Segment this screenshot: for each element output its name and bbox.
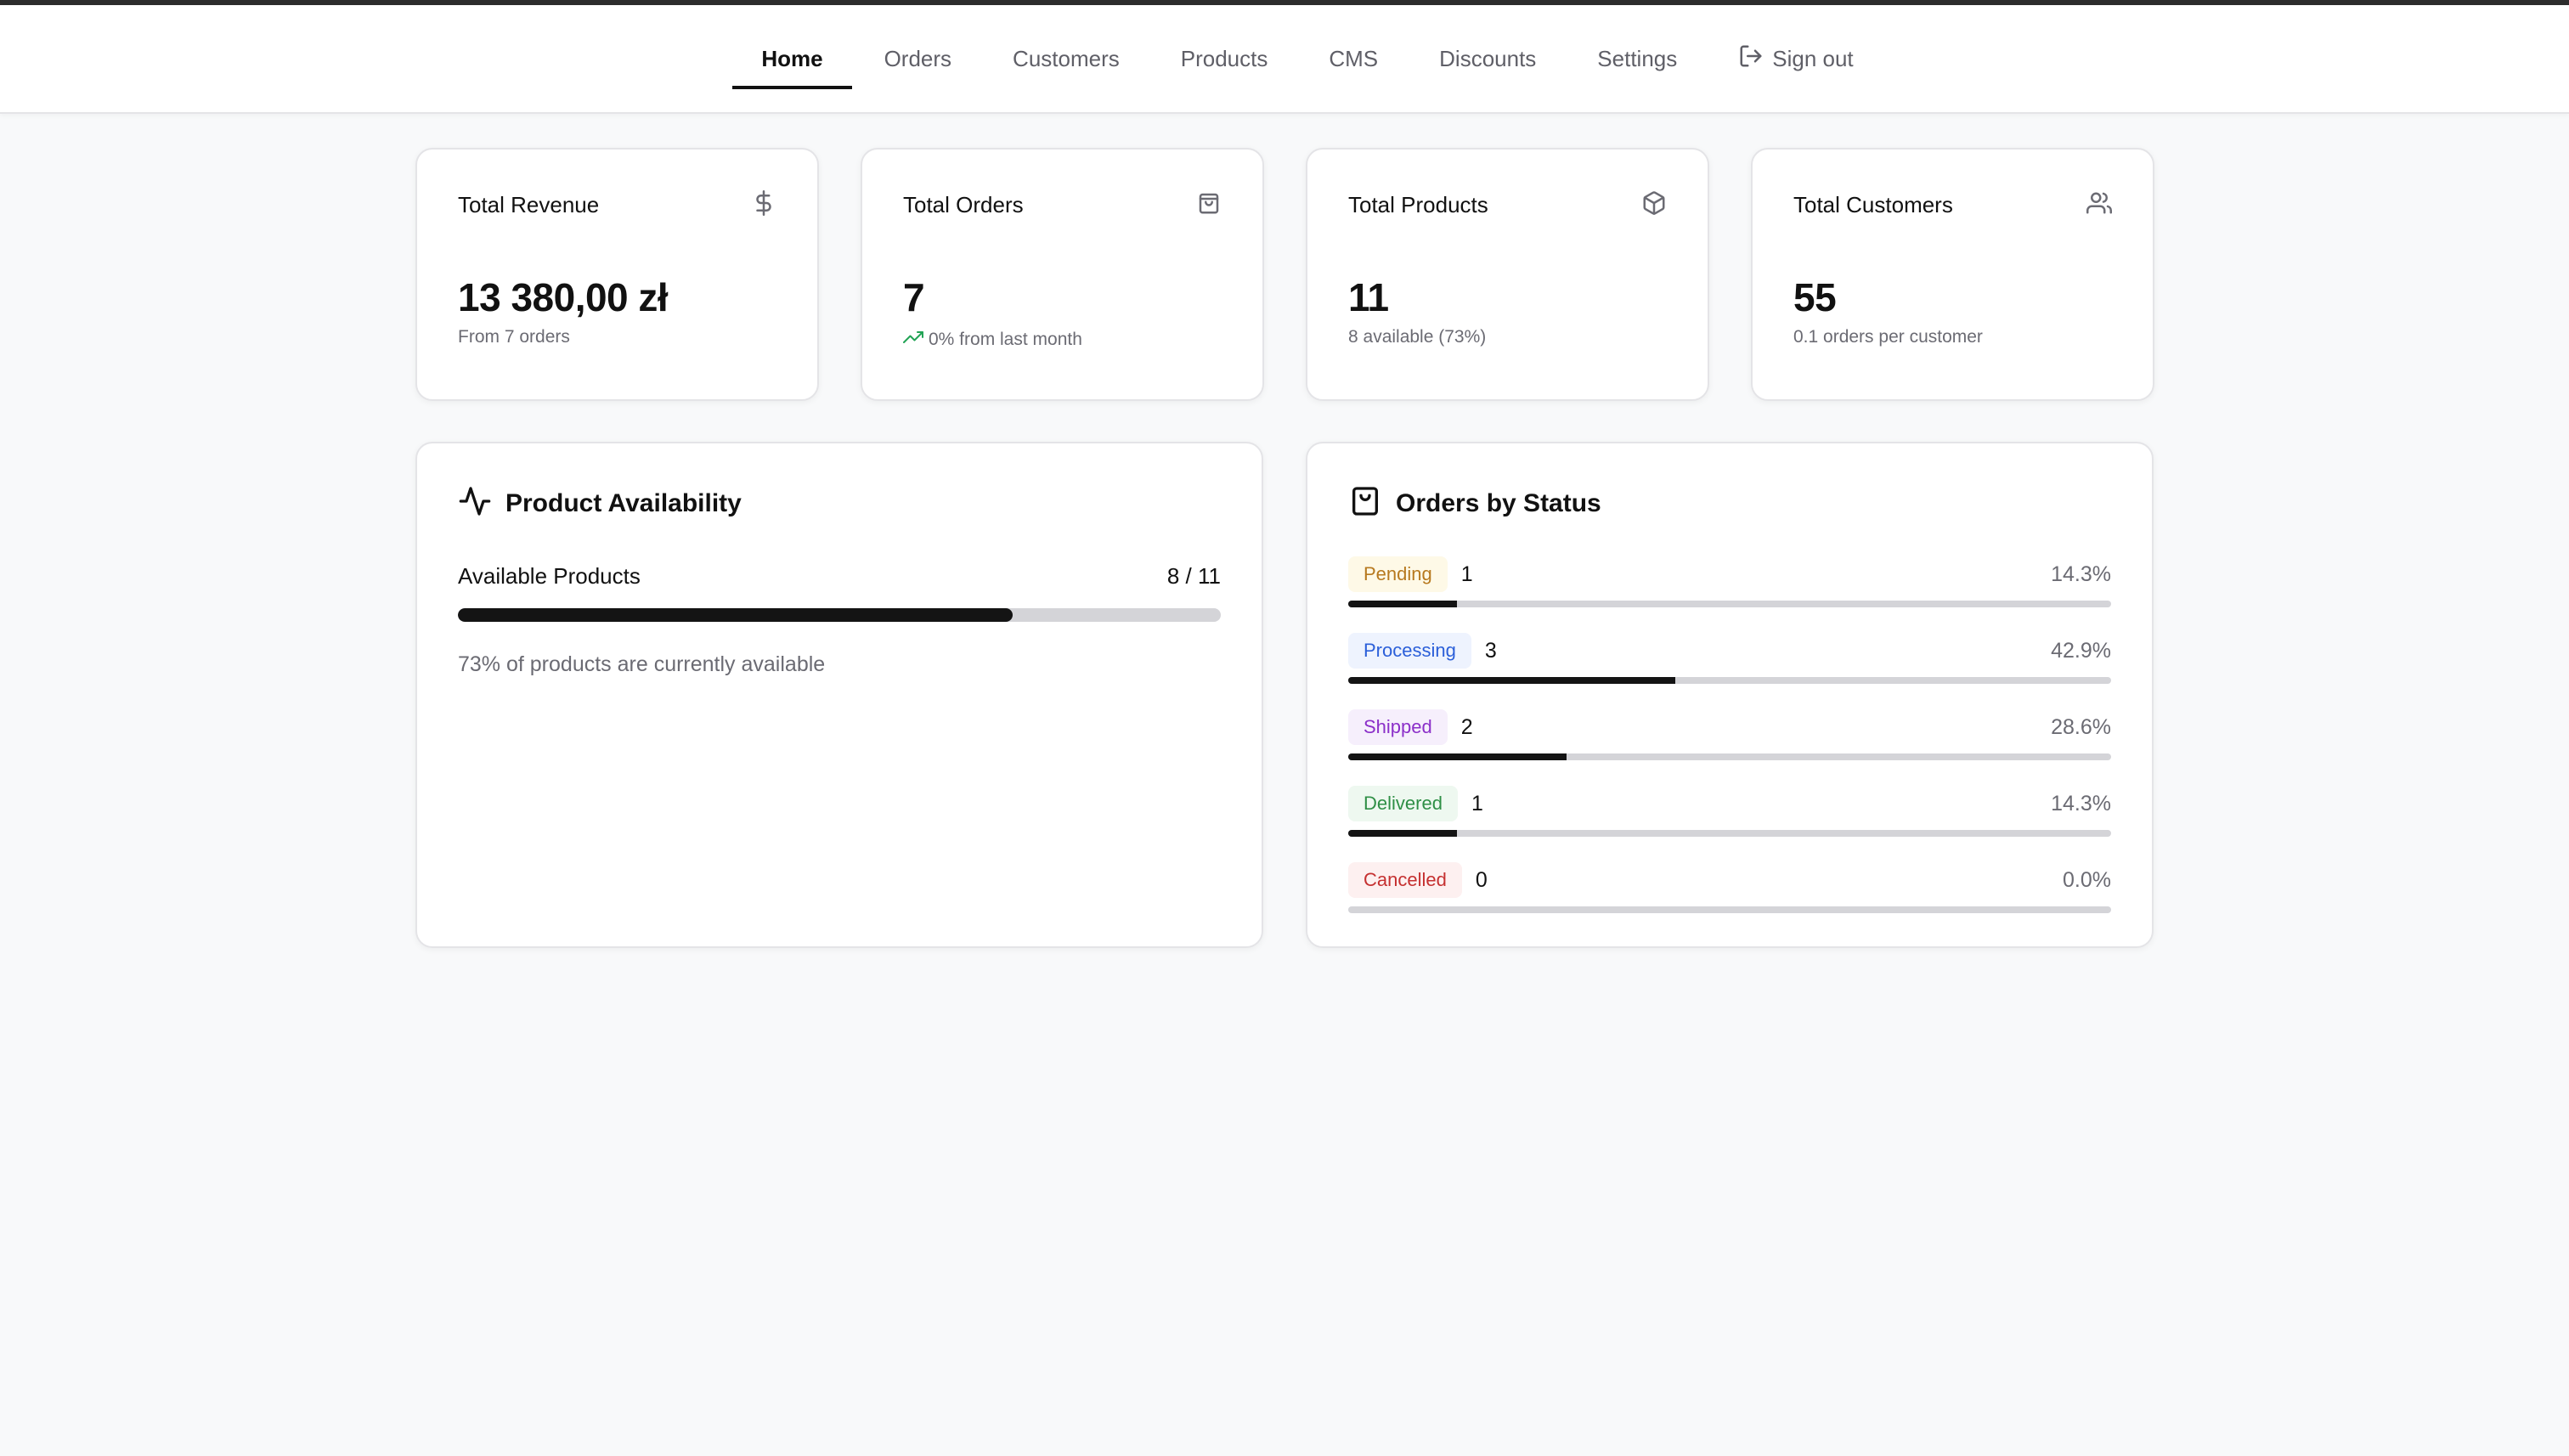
status-badge: Cancelled <box>1348 862 1462 898</box>
status-percent: 14.3% <box>2051 562 2111 586</box>
stat-title: Total Revenue <box>458 192 600 217</box>
nav-settings[interactable]: Settings <box>1597 45 1678 71</box>
stat-title: Total Products <box>1348 192 1488 217</box>
dollar-icon <box>751 190 776 220</box>
status-progress-bar <box>1348 601 2111 607</box>
status-list: Pending 1 14.3% Processing 3 42.9% Shipped 2 28.… <box>1348 556 2111 913</box>
status-badge: Shipped <box>1348 709 1448 745</box>
sign-out-button[interactable]: Sign out <box>1709 28 1882 90</box>
status-badge: Delivered <box>1348 786 1458 821</box>
sign-out-label: Sign out <box>1772 45 1854 71</box>
stat-card-orders: Total Orders 7 0% from last month <box>861 148 1264 401</box>
status-progress-fill <box>1348 753 1567 760</box>
status-progress-bar <box>1348 753 2111 760</box>
status-progress-fill <box>1348 677 1676 684</box>
availability-progress-bar <box>458 608 1221 622</box>
stat-title: Total Orders <box>903 192 1024 217</box>
nav-discounts[interactable]: Discounts <box>1439 45 1537 71</box>
stat-card-products: Total Products 11 8 available (73%) <box>1306 148 1709 401</box>
status-progress-bar <box>1348 677 2111 684</box>
top-border <box>0 0 2569 5</box>
log-out-icon <box>1738 43 1764 75</box>
status-row: Shipped 2 28.6% <box>1348 709 2111 760</box>
trending-up-icon <box>903 327 923 353</box>
status-progress-bar <box>1348 906 2111 913</box>
stat-subtext: 8 available (73%) <box>1348 327 1487 347</box>
status-percent: 42.9% <box>2051 638 2111 663</box>
stats-row: Total Revenue 13 380,00 zł From 7 orders… <box>415 148 2154 401</box>
status-count: 3 <box>1484 638 1497 663</box>
panel-title: Orders by Status <box>1396 488 1601 517</box>
navbar: Home Orders Customers Products CMS Disco… <box>0 5 2569 114</box>
stat-title: Total Customers <box>1793 192 1953 217</box>
orders-by-status-panel: Orders by Status Pending 1 14.3% Processing… <box>1306 442 2154 948</box>
stat-value: 55 <box>1793 275 1837 319</box>
activity-icon <box>458 484 492 522</box>
status-progress-bar <box>1348 830 2111 837</box>
status-percent: 0.0% <box>2063 867 2111 892</box>
product-availability-panel: Product Availability Available Products … <box>415 442 1263 948</box>
nav-home[interactable]: Home <box>732 31 852 89</box>
nav-orders[interactable]: Orders <box>884 45 952 71</box>
status-badge: Pending <box>1348 556 1448 592</box>
availability-label: Available Products <box>458 563 641 589</box>
status-progress-fill <box>1348 601 1458 607</box>
status-row: Pending 1 14.3% <box>1348 556 2111 607</box>
status-count: 2 <box>1460 714 1473 739</box>
stat-subtext: 0.1 orders per customer <box>1793 327 1983 347</box>
nav-customers[interactable]: Customers <box>1013 45 1120 71</box>
status-row: Processing 3 42.9% <box>1348 633 2111 684</box>
dashboard: Total Revenue 13 380,00 zł From 7 orders… <box>415 148 2154 948</box>
panel-title: Product Availability <box>505 488 742 517</box>
availability-progress-fill <box>458 608 1013 622</box>
status-progress-fill <box>1348 830 1458 837</box>
main-nav: Home Orders Customers Products CMS Disco… <box>732 28 1882 90</box>
stat-value: 13 380,00 zł <box>458 275 669 319</box>
nav-cms[interactable]: CMS <box>1329 45 1379 71</box>
status-percent: 14.3% <box>2051 791 2111 815</box>
stat-value: 7 <box>903 275 925 319</box>
users-icon <box>2086 190 2112 220</box>
status-row: Cancelled 0 0.0% <box>1348 862 2111 913</box>
availability-note: 73% of products are currently available <box>458 652 826 676</box>
shopping-bag-icon <box>1196 190 1222 220</box>
nav-products[interactable]: Products <box>1180 45 1268 71</box>
status-count: 0 <box>1475 867 1488 892</box>
stat-value: 11 <box>1348 275 1389 319</box>
status-count: 1 <box>1471 791 1483 815</box>
status-count: 1 <box>1460 562 1473 586</box>
status-badge: Processing <box>1348 633 1471 669</box>
package-icon <box>1641 190 1667 220</box>
stat-subtext: From 7 orders <box>458 327 570 347</box>
shopping-bag-icon <box>1348 484 1382 522</box>
availability-ratio: 8 / 11 <box>1166 563 1221 589</box>
panels-row: Product Availability Available Products … <box>415 442 2154 948</box>
stat-subtext: 0% from last month <box>929 330 1082 349</box>
stat-card-customers: Total Customers 55 0.1 orders per custom… <box>1751 148 2154 401</box>
stat-card-revenue: Total Revenue 13 380,00 zł From 7 orders <box>415 148 819 401</box>
status-percent: 28.6% <box>2051 714 2111 739</box>
status-row: Delivered 1 14.3% <box>1348 786 2111 837</box>
